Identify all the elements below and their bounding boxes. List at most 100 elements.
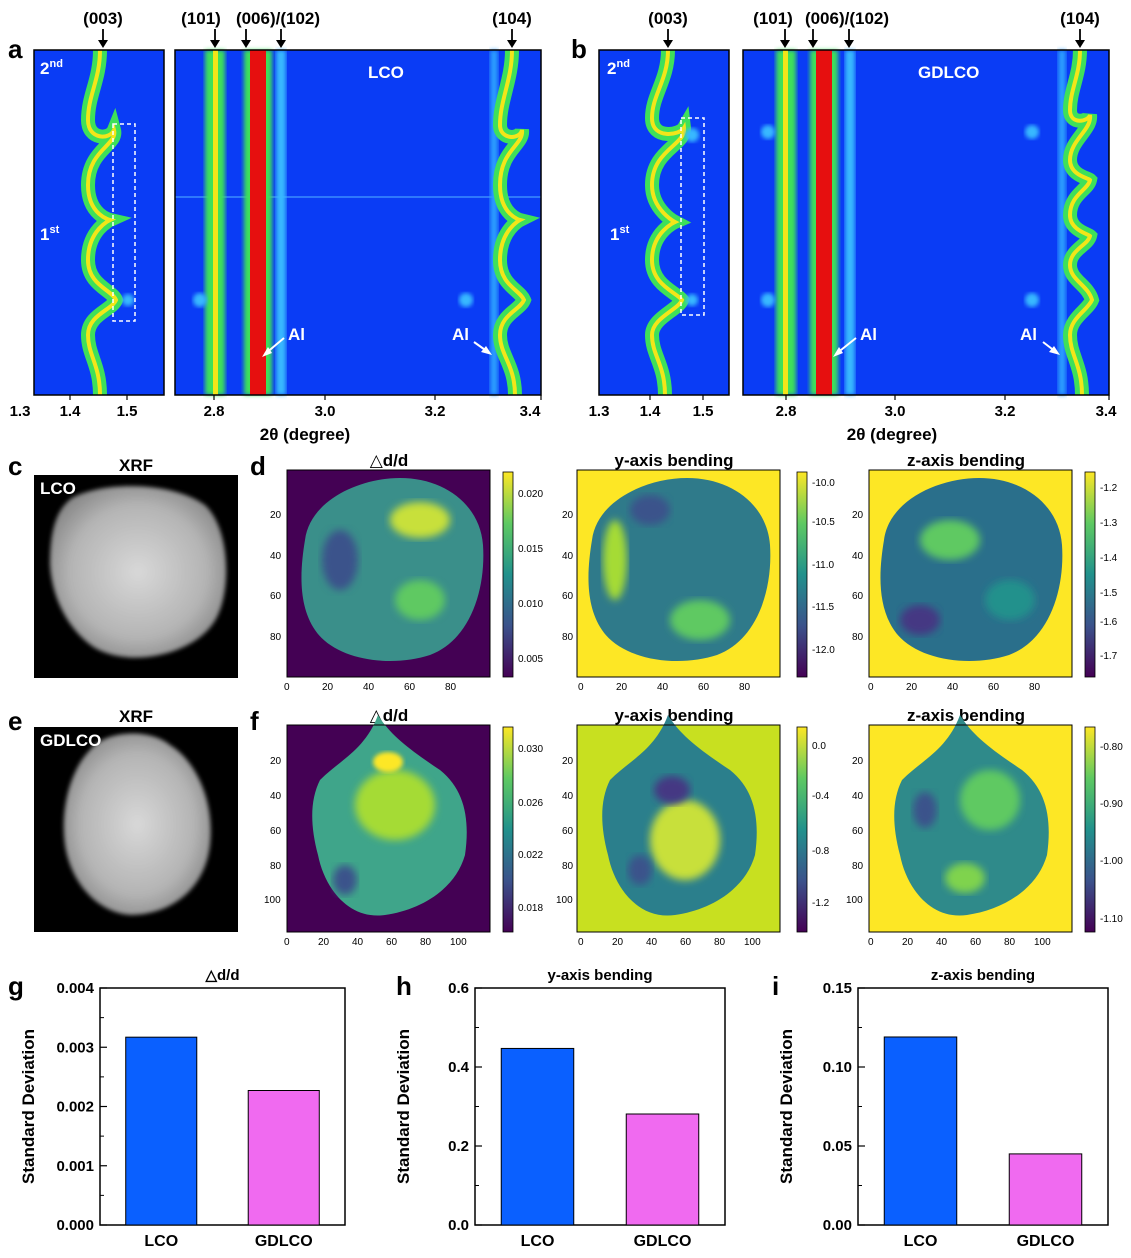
xrf-particle-gdlco — [63, 733, 211, 915]
svg-text:40: 40 — [270, 791, 282, 802]
x-axis-label-a: 2θ (degree) — [260, 425, 350, 444]
svg-text:80: 80 — [1004, 937, 1016, 948]
y-tick-label: 0.4 — [448, 1059, 470, 1076]
cycle-label-1st-a: 1st — [40, 224, 60, 244]
svg-text:-1.7: -1.7 — [1100, 651, 1118, 662]
svg-text:80: 80 — [562, 632, 574, 643]
svg-text:0: 0 — [284, 682, 290, 693]
x-axis-label-b: 2θ (degree) — [847, 425, 937, 444]
panel-f-maps-gdlco: △d/d 0.030 0.026 0.022 0.018 20 40 60 80… — [264, 706, 1123, 948]
map-title-d-2: y-axis bending — [614, 451, 733, 470]
svg-text:-1.4: -1.4 — [1100, 553, 1118, 564]
svg-text:40: 40 — [852, 791, 864, 802]
tick-a-1.4: 1.4 — [60, 403, 82, 420]
svg-text:20: 20 — [562, 756, 574, 767]
svg-text:-10.5: -10.5 — [812, 517, 835, 528]
panel-b-right-heatmap — [743, 50, 1109, 395]
svg-text:0: 0 — [868, 937, 874, 948]
panel-a-right-heatmap — [175, 50, 541, 395]
y-tick-label: 0.2 — [448, 1138, 469, 1155]
svg-text:40: 40 — [562, 551, 574, 562]
cycle-label-1st-b: 1st — [610, 224, 630, 244]
y-tick-label: 0.001 — [56, 1158, 94, 1175]
tick-a-3.2: 3.2 — [425, 403, 446, 420]
svg-text:60: 60 — [404, 682, 416, 693]
panel-letter-c: c — [8, 451, 22, 481]
tick-a-1.5: 1.5 — [117, 403, 138, 420]
svg-text:-1.6: -1.6 — [1100, 617, 1118, 628]
svg-text:80: 80 — [852, 632, 864, 643]
svg-text:0.030: 0.030 — [518, 744, 543, 755]
tick-b-2.8: 2.8 — [776, 403, 797, 420]
panel-letter-f: f — [250, 706, 259, 736]
svg-text:60: 60 — [988, 682, 1000, 693]
svg-text:20: 20 — [852, 756, 864, 767]
svg-text:0: 0 — [578, 682, 584, 693]
svg-text:60: 60 — [698, 682, 710, 693]
tick-a-1.3: 1.3 — [10, 403, 31, 420]
svg-text:100: 100 — [264, 895, 281, 906]
y-tick-label: 0.10 — [823, 1059, 852, 1076]
svg-text:40: 40 — [352, 937, 364, 948]
al-label-1-b: Al — [860, 325, 877, 344]
y-tick-label: 0.004 — [56, 980, 94, 997]
svg-text:0.020: 0.020 — [518, 489, 543, 500]
colorbar-f3 — [1084, 726, 1096, 933]
svg-text:100: 100 — [450, 937, 467, 948]
bar-chart-title-g: △d/d — [204, 967, 239, 984]
bar-lco — [500, 1047, 575, 1226]
svg-text:20: 20 — [562, 510, 574, 521]
svg-text:40: 40 — [936, 937, 948, 948]
xrf-title-c: XRF — [119, 456, 153, 475]
svg-text:20: 20 — [906, 682, 918, 693]
svg-text:0.018: 0.018 — [518, 903, 543, 914]
tick-a-3.0: 3.0 — [315, 403, 336, 420]
bar-chart-title-h: y-axis bending — [547, 967, 652, 984]
svg-text:40: 40 — [947, 682, 959, 693]
svg-text:-1.00: -1.00 — [1100, 856, 1123, 867]
cycle-label-2nd-a: 2nd — [40, 58, 63, 78]
svg-text:20: 20 — [852, 510, 864, 521]
y-tick-label: 0.0 — [448, 1217, 469, 1234]
svg-text:40: 40 — [562, 791, 574, 802]
panel-letter-i: i — [772, 971, 779, 1001]
svg-text:-1.2: -1.2 — [812, 898, 830, 909]
svg-text:20: 20 — [322, 682, 334, 693]
y-tick-label: 0.002 — [56, 1099, 94, 1116]
bar-lco — [125, 1036, 198, 1226]
svg-text:0.010: 0.010 — [518, 599, 543, 610]
svg-text:20: 20 — [612, 937, 624, 948]
x-category-label: LCO — [144, 1233, 178, 1250]
xrf-title-e: XRF — [119, 707, 153, 726]
y-axis-label-i: Standard Deviation — [777, 1029, 796, 1184]
svg-text:100: 100 — [846, 895, 863, 906]
svg-text:20: 20 — [270, 756, 282, 767]
bar-lco — [883, 1036, 958, 1226]
peak-label-104-a: (104) — [492, 9, 532, 28]
tick-b-1.4: 1.4 — [640, 403, 662, 420]
x-category-label: GDLCO — [255, 1233, 313, 1250]
peak-006-band-a — [250, 50, 266, 395]
svg-text:80: 80 — [445, 682, 457, 693]
svg-text:100: 100 — [744, 937, 761, 948]
panel-letter-d: d — [250, 451, 266, 481]
svg-text:60: 60 — [562, 826, 574, 837]
al-label-2-b: Al — [1020, 325, 1037, 344]
svg-text:20: 20 — [616, 682, 628, 693]
cycle-label-2nd-b: 2nd — [607, 58, 630, 78]
al-label-2-a: Al — [452, 325, 469, 344]
svg-text:40: 40 — [852, 551, 864, 562]
svg-text:0.005: 0.005 — [518, 654, 543, 665]
y-tick-label: 0.6 — [448, 980, 469, 997]
peak-003-core-a — [85, 49, 119, 396]
y-tick-label: 0.00 — [823, 1217, 852, 1234]
tick-b-1.5: 1.5 — [693, 403, 714, 420]
panel-d-maps-lco: △d/d 0.020 0.015 0.010 0.005 20 40 60 80… — [270, 451, 1118, 693]
svg-text:-1.3: -1.3 — [1100, 518, 1118, 529]
bar-chart-g: △d/d 0.000 0.001 0.002 0.003 0.004 Standard De… — [19, 967, 346, 1250]
svg-text:-1.2: -1.2 — [1100, 483, 1118, 494]
colorbar-d1 — [502, 471, 514, 678]
colorbar-f1 — [502, 726, 514, 933]
svg-text:0: 0 — [284, 937, 290, 948]
svg-text:40: 40 — [270, 551, 282, 562]
